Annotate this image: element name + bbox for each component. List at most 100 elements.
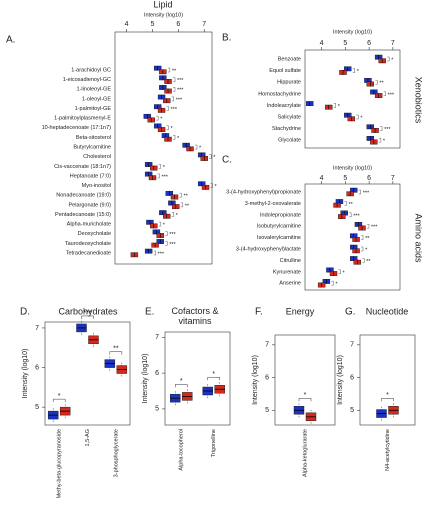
panel-title: Carbohydrates (58, 306, 118, 316)
category-label: Taurodeoxycholate (65, 241, 111, 247)
panel-label: C. (222, 155, 232, 166)
bracket (344, 201, 347, 206)
y-tick-label: 7 (350, 342, 354, 349)
y-tick-label: 5 (35, 404, 39, 411)
plot-frame (44, 321, 131, 426)
category-label: Cholesterol (83, 154, 111, 160)
bracket (375, 80, 378, 85)
y-tick-label: 6 (350, 374, 354, 381)
significance: ** (183, 194, 188, 200)
category-label: 10-heptadecenoate (17:1n7) (42, 125, 112, 131)
significance: ** (379, 81, 384, 87)
bracket (52, 398, 66, 403)
panel-label: G. (345, 307, 356, 318)
x-axis-label: Intensity (log10) (333, 165, 372, 171)
significance: * (176, 213, 179, 219)
bracket (180, 202, 183, 208)
plot-frame (304, 49, 401, 149)
x-tick-label: 7 (391, 175, 395, 182)
category-label: Deoxycholate (78, 231, 111, 237)
bracket (378, 138, 382, 143)
significance: * (215, 184, 218, 190)
panel-label: A. (6, 35, 15, 46)
significance: *** (384, 127, 391, 133)
significance: *** (83, 310, 91, 317)
bracket (173, 77, 176, 82)
category-label: Indoleacrylate (267, 103, 301, 109)
category-label: Pentadecanoate (15:0) (55, 212, 111, 218)
category-label: Alpha-tocopherol (179, 429, 185, 471)
plot-frame (114, 31, 213, 265)
category-label: Kynurenate (273, 269, 301, 275)
category-label: Hippurate (277, 80, 301, 86)
significance: * (58, 393, 61, 400)
x-axis-label: Intensity (log10) (144, 12, 183, 18)
x-tick-label: 7 (202, 21, 206, 28)
bracket (361, 235, 364, 240)
significance: *** (177, 78, 184, 84)
x-tick-label: 6 (176, 21, 180, 28)
category-label: Cis-vaccenate (18:1n7) (54, 164, 111, 170)
bracket (209, 154, 212, 159)
category-label: Myo-inositol (82, 183, 111, 189)
plot-frame (304, 183, 401, 291)
significance: ** (113, 345, 119, 352)
significance: * (212, 371, 215, 378)
category-label: 1-eicosadienoyl-GC (63, 77, 111, 83)
panel-title: Cofactors & vitamins (171, 306, 218, 326)
panel-title: Energy (286, 306, 315, 316)
bracket (338, 269, 341, 274)
x-tick-label: 5 (151, 21, 155, 28)
bracket (331, 281, 334, 286)
bracket (167, 67, 171, 73)
bracket (352, 68, 355, 73)
bracket (210, 183, 213, 188)
y-tick-label: 5 (265, 407, 269, 414)
significance: *** (169, 242, 176, 248)
significance: * (338, 104, 341, 110)
significance: *** (371, 225, 378, 231)
significance: *** (158, 251, 165, 257)
category-label: Trigonelline (211, 429, 217, 457)
y-tick-label: 6 (35, 364, 39, 371)
y-tick-label: 6 (265, 374, 269, 381)
bracket (157, 173, 160, 179)
bracket (109, 351, 123, 355)
category-label: 1-linoleoyl-GE (76, 87, 111, 93)
category-label: Alpha-ketoglurarate (302, 429, 308, 477)
significance: *** (363, 190, 370, 196)
category-label: 1-oleoyl-GE (82, 96, 111, 102)
bracket (367, 224, 370, 229)
bracket (356, 114, 359, 120)
plot-frame (274, 334, 336, 426)
bracket (175, 384, 188, 388)
bracket (171, 212, 174, 217)
bracket (158, 164, 161, 169)
y-axis-label: Intensity (log10) (22, 349, 29, 399)
significance: *** (162, 174, 169, 180)
significance: * (171, 126, 174, 132)
bracket (166, 125, 169, 130)
significance: *** (388, 92, 395, 98)
panel-label: B. (222, 33, 231, 44)
significance: * (365, 247, 368, 253)
significance: * (383, 139, 386, 145)
y-tick-label: 5 (350, 407, 354, 414)
significance: ** (365, 236, 370, 242)
category-label: Salicylate (277, 114, 301, 120)
bracket (156, 115, 159, 121)
significance: * (391, 57, 394, 63)
bracket (383, 91, 386, 96)
bracket (207, 376, 220, 381)
y-axis-label: Intensity (log10) (252, 355, 259, 405)
panel-label: E. (145, 307, 154, 318)
bracket (358, 189, 361, 195)
bracket (179, 192, 182, 198)
significance: * (160, 117, 163, 123)
significance: * (199, 145, 202, 151)
significance: * (163, 165, 166, 171)
significance: ** (366, 259, 371, 265)
bracket (165, 231, 168, 236)
category-label: Glycolate (278, 138, 301, 144)
bracket (171, 96, 174, 102)
